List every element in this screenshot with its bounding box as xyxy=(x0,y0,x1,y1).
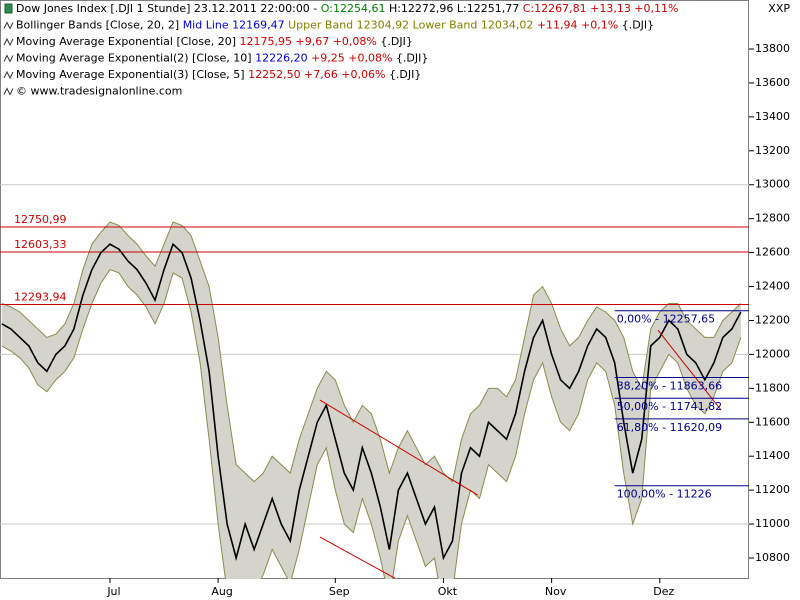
x-tick-label: Jul xyxy=(106,585,120,598)
x-tick-label: Aug xyxy=(211,585,232,598)
header-line: Moving Average Exponential(2) [Close, 10… xyxy=(16,52,428,65)
y-tick-label: 11400 xyxy=(755,449,790,462)
header-segment: Moving Average Exponential [Close, 20] xyxy=(16,35,240,48)
header-icon xyxy=(3,87,14,96)
x-tick-label: Nov xyxy=(545,585,567,598)
y-tick-label: 11000 xyxy=(755,517,790,530)
header-segment: Upper Band 12304,92 Lower Band 12034,02 xyxy=(288,19,537,32)
header-segment: {.DJI} xyxy=(380,35,412,48)
y-tick-label: 11600 xyxy=(755,415,790,428)
level-label: 12293,94 xyxy=(14,291,67,304)
trend-line xyxy=(319,536,396,579)
y-tick-label: 11800 xyxy=(755,381,790,394)
header-segment: {.DJI} xyxy=(396,52,428,65)
y-tick-label: 11200 xyxy=(755,483,790,496)
header-segment: © www.tradesignalonline.com xyxy=(16,85,182,98)
header-segment: C:12267,81 +13,13 +0,11% xyxy=(523,2,679,15)
level-label: 12603,33 xyxy=(14,238,67,251)
header-icon xyxy=(3,21,14,30)
level-label: 12750,99 xyxy=(14,213,67,226)
header-segment: H:12272,96 L:12251,77 xyxy=(385,2,522,15)
header-segment: O:12254,61 xyxy=(321,2,386,15)
y-tick-label: 12800 xyxy=(755,212,790,225)
fib-label: 0,00% - 12257,65 xyxy=(617,313,715,326)
header-segment: +9,25 +0,08% xyxy=(311,52,396,65)
header-segment: Bollinger Bands [Close, 20, 2] xyxy=(16,19,183,32)
bollinger-band xyxy=(1,222,741,579)
x-tick-label: Sep xyxy=(329,585,350,598)
trend-line xyxy=(657,329,722,411)
header-line: © www.tradesignalonline.com xyxy=(16,85,182,98)
header-segment: +11,94 +0,1% xyxy=(537,19,622,32)
axis: 10800 11000 11200 11400 11600 11800 12000 12200… xyxy=(106,42,790,598)
band-lower xyxy=(1,268,742,579)
header-icon xyxy=(3,37,14,47)
fib-label: 100,00% - 11226 xyxy=(617,488,712,501)
header-icon xyxy=(3,70,14,80)
fib-label: 50,00% - 11741,82 xyxy=(617,400,722,413)
x-tick-label: Dez xyxy=(653,585,674,598)
y-tick-label: 12600 xyxy=(755,246,790,259)
header-segment: Mid Line 12169,47 xyxy=(183,19,288,32)
y-tick-label: 13200 xyxy=(755,144,790,157)
trend-line xyxy=(319,399,478,496)
y-tick-label: 10800 xyxy=(755,551,790,564)
header-segment: Moving Average Exponential(2) [Close, 10… xyxy=(16,52,255,65)
header-line: Moving Average Exponential [Close, 20] 1… xyxy=(16,35,413,48)
header-segment: {.DJI} xyxy=(622,19,654,32)
y-tick-label: 12400 xyxy=(755,280,790,293)
header-segment: Dow Jones Index [.DJI 1 Stunde] 23.12.20… xyxy=(16,2,321,15)
header-line: Dow Jones Index [.DJI 1 Stunde] 23.12.20… xyxy=(16,2,678,15)
y-tick-label: 12200 xyxy=(755,313,790,326)
header: Dow Jones Index [.DJI 1 Stunde] 23.12.20… xyxy=(3,2,678,98)
plot-area: 12750,99 12603,33 12293,94 0,00% - 12257,65… xyxy=(0,184,749,579)
header-line: Bollinger Bands [Close, 20, 2] Mid Line … xyxy=(16,19,654,32)
y-tick-label: 12000 xyxy=(755,347,790,360)
x-tick-label: Okt xyxy=(438,585,458,598)
fib-label: 38,20% - 11863,66 xyxy=(617,380,722,393)
price-line xyxy=(1,242,742,562)
y-tick-label: 13400 xyxy=(755,110,790,123)
band-upper xyxy=(1,221,742,483)
y-tick-label: 13800 xyxy=(755,42,790,55)
y-tick-label: 13000 xyxy=(755,178,790,191)
fib-label: 61,80% - 11620,09 xyxy=(617,421,722,434)
header-line: Moving Average Exponential(3) [Close, 5]… xyxy=(16,68,421,81)
y-tick-label: 13600 xyxy=(755,76,790,89)
header-segment: Moving Average Exponential(3) [Close, 5] xyxy=(16,68,248,81)
header-segment: 12175,95 +9,67 +0,08% xyxy=(240,35,381,48)
header-segment: 12226,20 xyxy=(255,52,311,65)
header-icon xyxy=(4,3,13,14)
header-icon xyxy=(3,54,14,63)
corner-label: XXP xyxy=(768,2,790,15)
header-segment: {.DJI} xyxy=(389,68,421,81)
header-segment: 12252,50 +7,66 +0,06% xyxy=(248,68,389,81)
